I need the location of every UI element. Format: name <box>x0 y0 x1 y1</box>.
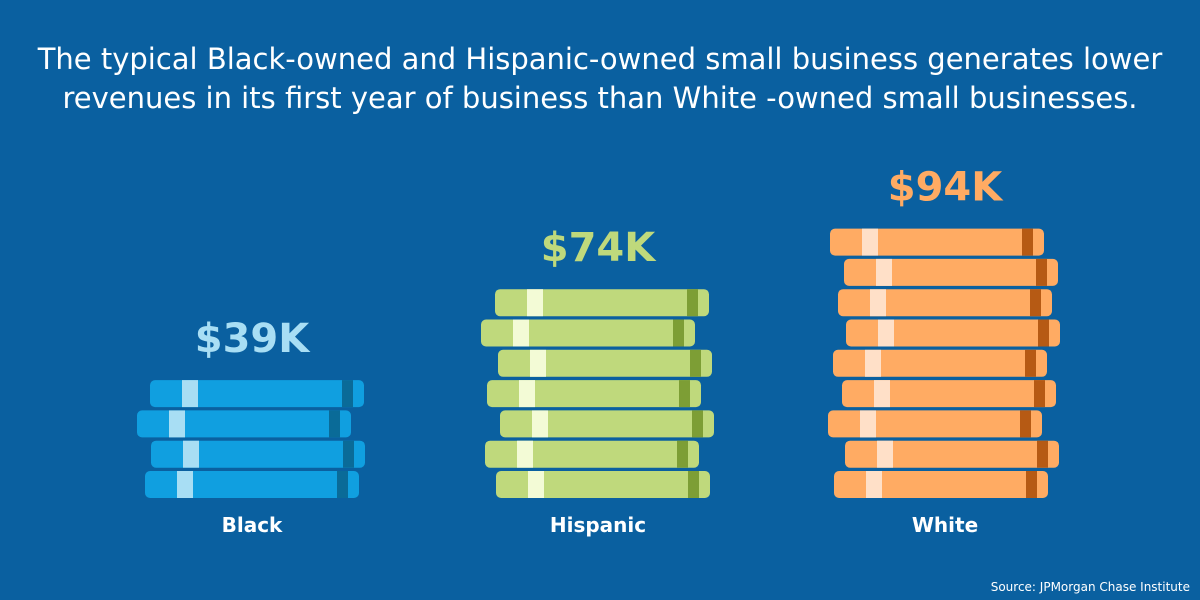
chart-title: The typical Black-owned and Hispanic-own… <box>0 40 1200 118</box>
bill <box>830 228 1044 256</box>
category-label-white: White <box>912 513 978 537</box>
bill <box>150 380 364 408</box>
bill <box>145 471 359 498</box>
bill <box>500 410 714 438</box>
bill <box>151 440 365 468</box>
chart-title-line-1: The typical Black-owned and Hispanic-own… <box>37 42 1163 76</box>
source-note: Source: JPMorgan Chase Institute <box>990 580 1190 594</box>
bill-stacks <box>137 228 1060 498</box>
bill <box>838 289 1052 317</box>
category-labels: Black Hispanic White <box>222 513 979 537</box>
bill <box>833 349 1047 377</box>
bill <box>481 319 695 347</box>
bill-stack-hispanic <box>481 289 714 498</box>
bill <box>828 410 1042 438</box>
category-label-black: Black <box>222 513 283 537</box>
bill-stack-black <box>137 380 365 498</box>
chart-title-line-2: revenues in its first year of business t… <box>62 81 1138 115</box>
bill <box>485 440 699 468</box>
value-label-white: $94K <box>888 165 1004 211</box>
bill <box>498 349 712 377</box>
value-label-hispanic: $74K <box>541 225 657 271</box>
bill <box>137 410 351 438</box>
bill <box>846 319 1060 347</box>
bill <box>842 380 1056 408</box>
bill-stack-white <box>828 228 1060 498</box>
bill <box>845 440 1059 468</box>
value-label-black: $39K <box>195 316 311 362</box>
bill <box>495 289 709 317</box>
category-label-hispanic: Hispanic <box>550 513 646 537</box>
bill <box>844 258 1058 286</box>
value-labels: $39K $74K $94K <box>195 165 1004 363</box>
bill <box>487 380 701 408</box>
bill <box>834 471 1048 498</box>
bill <box>496 471 710 498</box>
